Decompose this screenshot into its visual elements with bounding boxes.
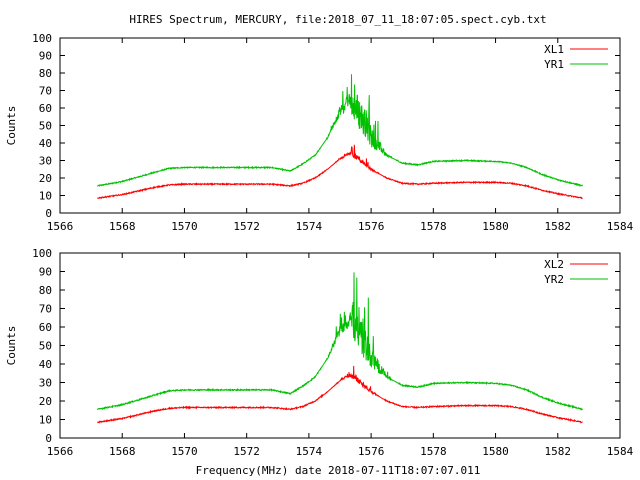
x-tick-label: 1570 bbox=[171, 445, 198, 458]
x-tick-label: 1576 bbox=[358, 445, 385, 458]
y-tick-label: 10 bbox=[39, 190, 52, 203]
y-tick-label: 100 bbox=[32, 247, 52, 260]
y-tick-label: 0 bbox=[45, 432, 52, 445]
y-tick-label: 30 bbox=[39, 155, 52, 168]
x-tick-label: 1570 bbox=[171, 220, 198, 233]
x-tick-label: 1568 bbox=[109, 445, 136, 458]
x-tick-label: 1584 bbox=[607, 445, 634, 458]
series-yr2 bbox=[96, 272, 583, 411]
y-tick-label: 90 bbox=[39, 50, 52, 63]
legend-label-xl1: XL1 bbox=[544, 43, 564, 56]
x-tick-label: 1582 bbox=[545, 220, 572, 233]
series-line-yr2 bbox=[96, 272, 583, 411]
y-tick-label: 70 bbox=[39, 85, 52, 98]
y-axis-label: Counts bbox=[5, 106, 18, 146]
y-tick-label: 30 bbox=[39, 377, 52, 390]
y-tick-label: 50 bbox=[39, 340, 52, 353]
series-line-xl2 bbox=[97, 365, 583, 424]
x-tick-label: 1582 bbox=[545, 445, 572, 458]
y-tick-label: 60 bbox=[39, 321, 52, 334]
y-tick-label: 40 bbox=[39, 358, 52, 371]
x-tick-label: 1580 bbox=[482, 445, 509, 458]
series-xl2 bbox=[97, 365, 583, 424]
x-tick-label: 1568 bbox=[109, 220, 136, 233]
legend-label-yr1: YR1 bbox=[544, 58, 564, 71]
top-panel: 0 10 20 30 40 50 60 70 80 90 100 1566 1568 1570 1572 15… bbox=[5, 32, 634, 233]
y-tick-label: 80 bbox=[39, 67, 52, 80]
legend-label-xl2: XL2 bbox=[544, 258, 564, 271]
y-tick-label: 90 bbox=[39, 266, 52, 279]
y-axis-label: Counts bbox=[5, 326, 18, 366]
y-tick-label: 20 bbox=[39, 395, 52, 408]
x-tick-label: 1566 bbox=[47, 220, 74, 233]
legend-label-yr2: YR2 bbox=[544, 273, 564, 286]
y-tick-label: 20 bbox=[39, 172, 52, 185]
y-tick-label: 40 bbox=[39, 137, 52, 150]
series-xl1 bbox=[97, 144, 583, 200]
bottom-panel: 0 10 20 30 40 50 60 70 80 90 100 1566 1568 1570 1572 15… bbox=[5, 247, 634, 458]
y-tick-label: 80 bbox=[39, 284, 52, 297]
series-line-xl1 bbox=[97, 144, 583, 200]
series-yr1 bbox=[96, 74, 584, 188]
x-axis-footer-label: Frequency(MHz) date 2018-07-11T18:07:07.… bbox=[196, 464, 481, 477]
y-tick-label: 50 bbox=[39, 120, 52, 133]
y-tick-label: 0 bbox=[45, 207, 52, 220]
x-tick-label: 1572 bbox=[233, 445, 260, 458]
x-tick-label: 1574 bbox=[296, 445, 323, 458]
x-tick-label: 1574 bbox=[296, 220, 323, 233]
x-tick-label: 1584 bbox=[607, 220, 634, 233]
x-tick-label: 1578 bbox=[420, 445, 447, 458]
x-tick-label: 1576 bbox=[358, 220, 385, 233]
chart-title: HIRES Spectrum, MERCURY, file:2018_07_11… bbox=[129, 13, 546, 26]
x-tick-label: 1580 bbox=[482, 220, 509, 233]
y-tick-label: 10 bbox=[39, 414, 52, 427]
x-tick-label: 1566 bbox=[47, 445, 74, 458]
y-tick-label: 100 bbox=[32, 32, 52, 45]
x-tick-label: 1578 bbox=[420, 220, 447, 233]
y-tick-label: 70 bbox=[39, 303, 52, 316]
series-line-yr1 bbox=[96, 74, 584, 188]
y-tick-label: 60 bbox=[39, 102, 52, 115]
x-tick-label: 1572 bbox=[233, 220, 260, 233]
